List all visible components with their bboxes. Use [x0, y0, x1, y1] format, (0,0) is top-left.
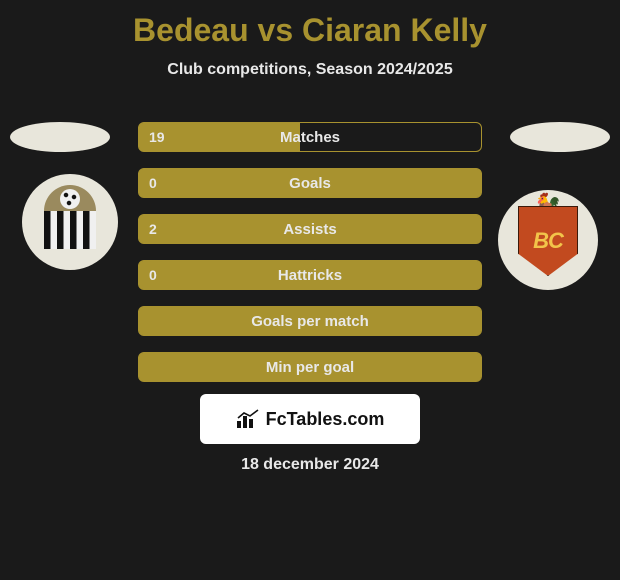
- subtitle: Club competitions, Season 2024/2025: [0, 61, 620, 79]
- stat-row-min-per-goal: Min per goal: [138, 352, 482, 382]
- stat-label: Hattricks: [278, 267, 342, 284]
- player-placeholder-right: [510, 122, 610, 152]
- notts-county-crest: [36, 185, 104, 259]
- brand-text: FcTables.com: [266, 409, 385, 430]
- bradford-city-crest: 🐓 BC: [510, 198, 586, 282]
- stat-row-matches: 19 Matches: [138, 122, 482, 152]
- stat-value-left: 19: [149, 129, 165, 145]
- stat-row-goals-per-match: Goals per match: [138, 306, 482, 336]
- stat-value-left: 0: [149, 267, 157, 283]
- stat-value-left: 0: [149, 175, 157, 191]
- stat-label: Goals: [289, 175, 331, 192]
- stat-label: Goals per match: [251, 313, 369, 330]
- stat-label: Assists: [283, 221, 336, 238]
- date-label: 18 december 2024: [0, 456, 620, 474]
- stat-row-hattricks: 0 Hattricks: [138, 260, 482, 290]
- player-placeholder-left: [10, 122, 110, 152]
- stat-label: Min per goal: [266, 359, 354, 376]
- stat-row-goals: 0 Goals: [138, 168, 482, 198]
- club-badge-right: 🐓 BC: [498, 190, 598, 290]
- stat-value-left: 2: [149, 221, 157, 237]
- bc-monogram: BC: [533, 228, 563, 254]
- ball-icon: [60, 189, 80, 209]
- brand-badge[interactable]: FcTables.com: [200, 394, 420, 444]
- club-badge-left: [22, 174, 118, 270]
- stat-row-assists: 2 Assists: [138, 214, 482, 244]
- fctables-chart-icon: [236, 409, 260, 429]
- stat-label: Matches: [280, 129, 340, 146]
- stripes-icon: [44, 211, 96, 249]
- stats-panel: 19 Matches 0 Goals 2 Assists 0 Hattricks…: [138, 122, 482, 398]
- page-title: Bedeau vs Ciaran Kelly: [0, 0, 620, 49]
